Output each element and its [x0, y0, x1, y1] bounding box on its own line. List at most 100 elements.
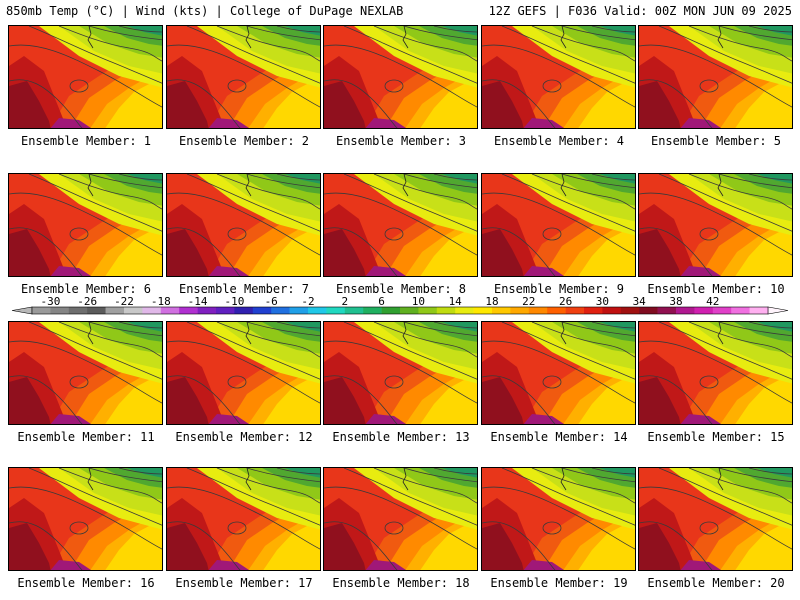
colorbar-segment [749, 307, 769, 314]
colorbar-segment [234, 307, 254, 314]
temperature-wind-map [167, 174, 320, 276]
ensemble-member-map [638, 173, 793, 277]
colorbar-segment [418, 307, 438, 314]
colorbar-segment [657, 307, 677, 314]
colorbar-segment [510, 307, 530, 314]
ensemble-member-map [8, 467, 163, 571]
temperature-wind-map [639, 26, 792, 128]
colorbar-tick-label: 14 [449, 295, 463, 308]
ensemble-member-map [638, 25, 793, 129]
ensemble-member-label: Ensemble Member: 11 [17, 430, 155, 444]
temperature-wind-map [9, 468, 162, 570]
colorbar-segment [124, 307, 143, 314]
colorbar-segment [455, 307, 474, 314]
ensemble-member-label: Ensemble Member: 3 [335, 134, 467, 148]
temperature-wind-map [639, 468, 792, 570]
colorbar-segment [676, 307, 695, 314]
colorbar-segment [160, 307, 180, 314]
colorbar-segment [271, 307, 290, 314]
ensemble-member-map [166, 173, 321, 277]
ensemble-member-label: Ensemble Member: 14 [490, 430, 628, 444]
colorbar-segment [142, 307, 162, 314]
colorbar-tick-label: -14 [188, 295, 208, 308]
temperature-wind-map [9, 26, 162, 128]
temperature-wind-map [167, 468, 320, 570]
colorbar-tick-label: -18 [151, 295, 171, 308]
ensemble-member-map [8, 173, 163, 277]
ensemble-member-map [481, 321, 636, 425]
colorbar-tick-label: 34 [633, 295, 647, 308]
colorbar-segment [584, 307, 603, 314]
colorbar-segment [32, 307, 51, 314]
colorbar-arrow-left [11, 306, 33, 315]
colorbar-segment [620, 307, 640, 314]
colorbar-segment [105, 307, 125, 314]
ensemble-member-label: Ensemble Member: 16 [17, 576, 155, 590]
colorbar-segment [50, 307, 70, 314]
colorbar-segment [216, 307, 235, 314]
temperature-colorbar: -30 -26 -22 -18 -14 -10 -6 -2 2 6 10 14 18 22 26 30 34 38… [11, 295, 789, 315]
colorbar-tick-label: -22 [114, 295, 134, 308]
ensemble-member-label: Ensemble Member: 7 [178, 282, 310, 296]
ensemble-member-label: Ensemble Member: 15 [647, 430, 785, 444]
ensemble-member-label: Ensemble Member: 9 [493, 282, 625, 296]
colorbar-tick-label: 38 [669, 295, 682, 308]
ensemble-member-label: Ensemble Member: 2 [178, 134, 310, 148]
ensemble-member-label: Ensemble Member: 1 [20, 134, 152, 148]
temperature-wind-map [9, 322, 162, 424]
ensemble-member-label: Ensemble Member: 8 [335, 282, 467, 296]
temperature-wind-map [324, 26, 477, 128]
temperature-wind-map [639, 322, 792, 424]
colorbar-segment [547, 307, 566, 314]
colorbar-segment [87, 307, 106, 314]
ensemble-member-map [481, 173, 636, 277]
colorbar-arrow-right [767, 306, 789, 315]
temperature-wind-map [482, 322, 635, 424]
ensemble-member-label: Ensemble Member: 13 [332, 430, 470, 444]
colorbar-segment [712, 307, 732, 314]
ensemble-member-label: Ensemble Member: 19 [490, 576, 628, 590]
colorbar-tick-label: 10 [412, 295, 425, 308]
ensemble-member-map [166, 321, 321, 425]
ensemble-member-map [323, 321, 478, 425]
colorbar-tick-label: 6 [378, 295, 385, 308]
temperature-wind-map [167, 322, 320, 424]
colorbar-segment [197, 307, 217, 314]
ensemble-member-map [323, 467, 478, 571]
colorbar-segment [308, 307, 327, 314]
colorbar-segment [68, 307, 88, 314]
ensemble-member-label: Ensemble Member: 17 [175, 576, 313, 590]
colorbar-tick-label: 30 [596, 295, 609, 308]
ensemble-member-map [8, 25, 163, 129]
colorbar-tick-label: -10 [224, 295, 244, 308]
colorbar-segment [436, 307, 456, 314]
ensemble-member-label: Ensemble Member: 6 [20, 282, 152, 296]
colorbar-tick-label: -6 [265, 295, 278, 308]
ensemble-member-map [8, 321, 163, 425]
colorbar-segment [565, 307, 585, 314]
temperature-wind-map [482, 26, 635, 128]
temperature-wind-map [482, 174, 635, 276]
colorbar-segment [639, 307, 658, 314]
temperature-wind-map [324, 468, 477, 570]
ensemble-member-map [166, 467, 321, 571]
colorbar-tick-label: 26 [559, 295, 572, 308]
ensemble-member-map [638, 321, 793, 425]
temperature-wind-map [639, 174, 792, 276]
ensemble-member-label: Ensemble Member: 20 [647, 576, 785, 590]
colorbar-tick-label: 22 [522, 295, 535, 308]
colorbar-tick-label: 42 [706, 295, 719, 308]
temperature-wind-map [9, 174, 162, 276]
ensemble-member-map [638, 467, 793, 571]
colorbar-segment [179, 307, 198, 314]
colorbar-segment [473, 307, 493, 314]
ensemble-member-label: Ensemble Member: 4 [493, 134, 625, 148]
map-title: 850mb Temp (°C) | Wind (kts) | College o… [6, 4, 404, 18]
ensemble-member-map [481, 25, 636, 129]
run-valid-time: 12Z GEFS | F036 Valid: 00Z MON JUN 09 20… [488, 4, 792, 18]
temperature-wind-map [167, 26, 320, 128]
ensemble-member-label: Ensemble Member: 5 [650, 134, 782, 148]
temperature-wind-map [324, 174, 477, 276]
colorbar-tick-label: 18 [485, 295, 498, 308]
colorbar-segment [528, 307, 548, 314]
